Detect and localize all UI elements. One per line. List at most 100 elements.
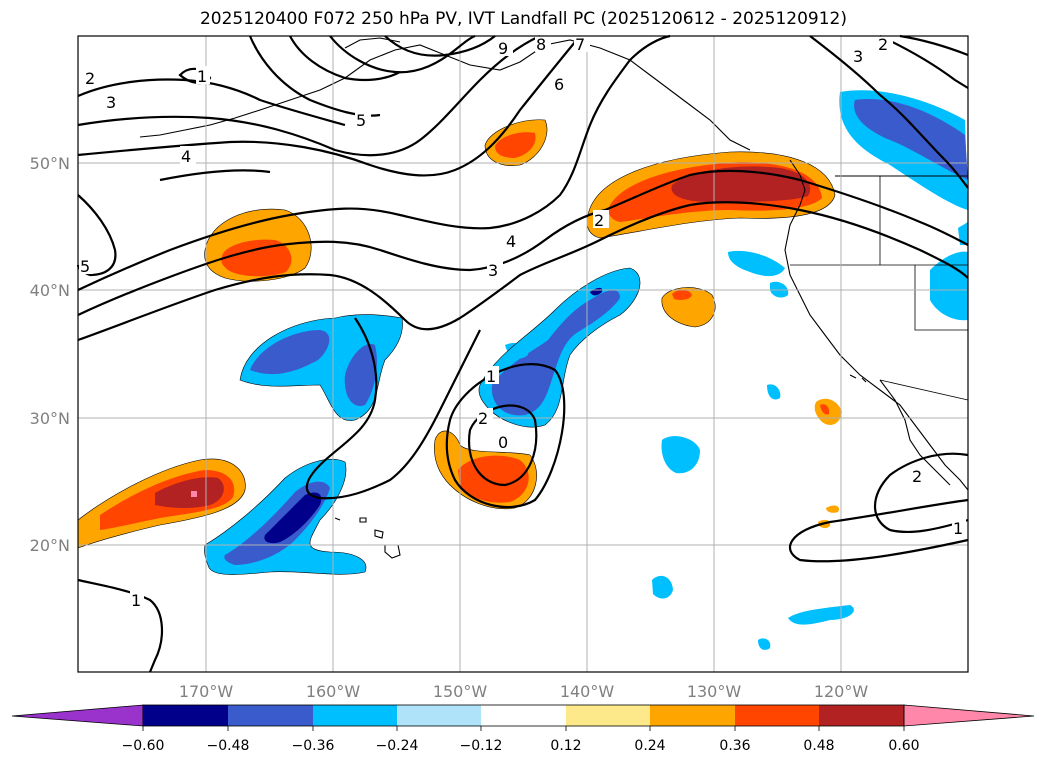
coastlines bbox=[139, 37, 969, 559]
map-frame bbox=[77, 35, 969, 673]
shade-neg-mid bbox=[250, 330, 330, 375]
contour-line bbox=[874, 452, 969, 534]
colorbar-segment bbox=[313, 705, 397, 726]
contour-label: 3 bbox=[488, 261, 498, 280]
contour-label: 2 bbox=[478, 409, 488, 428]
colorbar-tick-label: 0.36 bbox=[719, 738, 750, 754]
shade-neg-strong bbox=[264, 492, 322, 544]
contour-label: 4 bbox=[181, 147, 191, 166]
contour-line bbox=[77, 78, 346, 127]
contour-label: 5 bbox=[356, 111, 366, 130]
contour-label: 1 bbox=[953, 519, 963, 538]
lat-label: 50°N bbox=[30, 154, 70, 173]
lon-label: 130°W bbox=[687, 682, 742, 701]
contour-label: 4 bbox=[506, 232, 516, 251]
contour-label: 8 bbox=[536, 35, 546, 54]
colorbar-low-extend bbox=[11, 704, 144, 727]
contour-line bbox=[809, 35, 969, 189]
colorbar-segment bbox=[650, 705, 735, 726]
contour-label: 0 bbox=[498, 433, 508, 452]
contour-line bbox=[289, 35, 401, 82]
shade-neg-light bbox=[728, 250, 785, 277]
shade-neg-light bbox=[661, 436, 700, 474]
contour-line bbox=[159, 169, 271, 182]
contour-line bbox=[77, 169, 969, 316]
shade-neg-light bbox=[758, 638, 771, 650]
shade-pos-mid bbox=[221, 239, 292, 277]
contour-label: 3 bbox=[853, 47, 863, 66]
colorbar-segment bbox=[566, 705, 650, 726]
contour-line bbox=[77, 578, 164, 673]
contour-line bbox=[329, 34, 476, 74]
colorbar-segment bbox=[735, 705, 819, 726]
colorbar-tick-label: −0.12 bbox=[460, 738, 503, 754]
shade-pos-light bbox=[826, 505, 840, 513]
contour-line bbox=[789, 498, 969, 563]
colorbar-tick-label: 0.48 bbox=[803, 738, 834, 754]
contour-line bbox=[467, 404, 538, 487]
shade-neg-light bbox=[930, 251, 968, 321]
contour-line bbox=[445, 363, 566, 509]
contour-line bbox=[77, 201, 969, 342]
contour-label: 2 bbox=[594, 211, 604, 230]
shade-neg-light bbox=[788, 605, 854, 625]
contour-label: 2 bbox=[85, 69, 95, 88]
contour-line bbox=[77, 34, 671, 291]
lat-label: 20°N bbox=[30, 536, 70, 555]
lon-label: 170°W bbox=[179, 682, 234, 701]
contour-label: 2 bbox=[912, 467, 922, 486]
shade-pos-mid bbox=[495, 132, 536, 158]
contour-line bbox=[305, 317, 481, 500]
colorbar-segment bbox=[143, 705, 228, 726]
colorbar: −0.60 −0.48 −0.36 −0.24 −0.12 0.12 0.24 … bbox=[11, 704, 1035, 754]
shade-neg-mid bbox=[854, 99, 968, 180]
colorbar-tick-label: −0.48 bbox=[207, 738, 250, 754]
contour-labels: 2 3 4 5 6 7 8 9 1 2 3 4 5 1 2 0 1 2 1 bbox=[79, 35, 966, 610]
contour-line bbox=[879, 35, 969, 89]
lon-label: 140°W bbox=[560, 682, 615, 701]
colorbar-tick-label: 0.60 bbox=[888, 738, 919, 754]
contour-label: 6 bbox=[554, 75, 564, 94]
lon-label: 120°W bbox=[814, 682, 869, 701]
plot-title: 2025120400 F072 250 hPa PV, IVT Landfall… bbox=[199, 9, 847, 29]
lon-labels: 170°W 160°W 150°W 140°W 130°W 120°W bbox=[179, 682, 869, 701]
shade-pos-strong bbox=[155, 477, 224, 509]
lat-labels: 50°N 40°N 30°N 20°N bbox=[30, 154, 70, 555]
shade-neg-mid bbox=[344, 344, 377, 406]
contour-label: 2 bbox=[878, 35, 888, 54]
colorbar-segment bbox=[228, 705, 313, 726]
colorbar-segment bbox=[481, 705, 566, 726]
colorbar-tick-label: 0.12 bbox=[550, 738, 581, 754]
contour-label: 1 bbox=[131, 591, 141, 610]
pv-contours bbox=[76, 34, 969, 673]
lon-label: 160°W bbox=[306, 682, 361, 701]
colorbar-tick-label: −0.60 bbox=[122, 738, 165, 754]
colorbar-tick-label: −0.24 bbox=[376, 738, 419, 754]
contour-line bbox=[77, 34, 541, 157]
shade-neg-light bbox=[958, 222, 968, 245]
contour-line bbox=[77, 35, 581, 177]
shade-pos-max bbox=[191, 491, 197, 497]
colorbar-tick-label: −0.36 bbox=[292, 738, 335, 754]
colorbar-frame bbox=[142, 704, 905, 727]
contour-label: 1 bbox=[486, 367, 496, 386]
contour-line bbox=[384, 35, 496, 57]
contour-line bbox=[899, 34, 969, 57]
shade-neg-light bbox=[652, 575, 673, 599]
contour-label: 7 bbox=[575, 35, 585, 54]
contour-label: 9 bbox=[498, 39, 508, 58]
pc-shading bbox=[78, 90, 968, 650]
lat-label: 30°N bbox=[30, 409, 70, 428]
colorbar-segment bbox=[819, 705, 904, 726]
colorbar-tick-label: 0.24 bbox=[634, 738, 665, 754]
contour-label: 5 bbox=[80, 257, 90, 276]
contour-label: 3 bbox=[106, 93, 116, 112]
gridlines bbox=[78, 36, 968, 672]
lat-label: 40°N bbox=[30, 281, 70, 300]
colorbar-segment bbox=[397, 705, 481, 726]
contour-label: 1 bbox=[197, 67, 207, 86]
colorbar-high-extend bbox=[903, 704, 1035, 727]
shade-pos-mid bbox=[820, 404, 830, 415]
shade-neg-mid bbox=[491, 290, 620, 416]
